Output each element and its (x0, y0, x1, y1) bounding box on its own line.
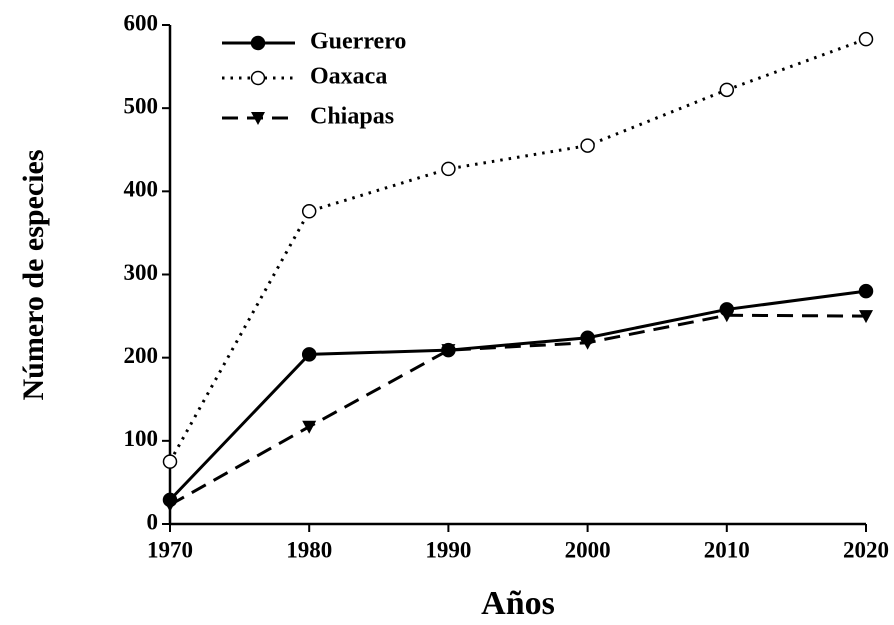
marker (441, 344, 456, 358)
x-tick-label: 2000 (565, 537, 611, 562)
marker (858, 31, 874, 47)
y-tick-label: 0 (147, 509, 159, 534)
x-tick-label: 2010 (704, 537, 750, 562)
y-axis-label: Número de especies (17, 149, 50, 400)
y-tick-label: 200 (124, 343, 159, 368)
marker (251, 112, 265, 125)
series-line (169, 313, 867, 507)
marker (163, 498, 177, 512)
y-tick-label: 400 (124, 177, 159, 202)
marker (250, 70, 266, 86)
y-tick-label: 100 (124, 426, 159, 451)
x-tick-label: 2020 (843, 537, 889, 562)
legend-label: Guerrero (310, 29, 406, 55)
x-axis-label: Años (481, 585, 555, 622)
legend-label: Chiapas (310, 104, 394, 130)
series-line (168, 289, 867, 501)
marker (302, 420, 317, 434)
marker (250, 35, 266, 51)
marker (162, 454, 178, 469)
legend-label: Oaxaca (310, 64, 387, 90)
marker (301, 204, 317, 219)
marker (441, 161, 456, 177)
marker (858, 283, 874, 299)
y-tick-label: 300 (124, 260, 159, 285)
marker (580, 138, 595, 153)
x-tick-label: 1990 (425, 537, 471, 562)
x-tick-label: 1970 (147, 537, 193, 562)
series-line (168, 37, 867, 463)
marker (859, 310, 873, 324)
marker (719, 309, 734, 323)
y-tick-label: 500 (124, 93, 159, 118)
y-tick-label: 600 (124, 10, 159, 35)
marker (580, 336, 595, 350)
marker (301, 347, 317, 362)
x-tick-label: 1980 (286, 537, 332, 562)
marker (719, 82, 735, 98)
